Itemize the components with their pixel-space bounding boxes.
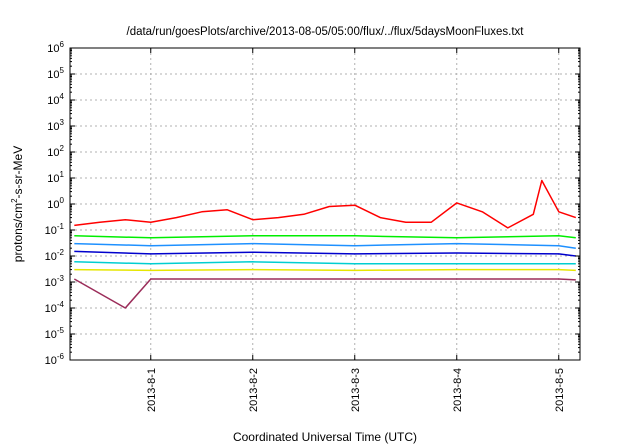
y-ticks: 10-610-510-410-310-210-11001011021031041…	[45, 40, 580, 367]
grid	[70, 48, 580, 360]
chart-title: /data/run/goesPlots/archive/2013-08-05/0…	[127, 26, 525, 38]
y-tick-exponent: 4	[60, 92, 65, 101]
y-tick-exponent: 1	[60, 170, 65, 179]
y-tick-exponent: 5	[60, 66, 65, 75]
y-tick-label: 10-1	[45, 222, 65, 237]
y-axis-label: protons/cm2-s-sr-MeV	[10, 146, 25, 262]
x-tick-label: 2013-8-2	[248, 368, 260, 412]
y-tick-label: 105	[47, 66, 64, 81]
series-line-4	[74, 261, 576, 265]
y-tick-base: 10	[47, 69, 59, 81]
y-tick-exponent: -4	[57, 300, 65, 309]
y-tick-base: 10	[47, 43, 59, 55]
series-line-2	[74, 242, 576, 249]
y-tick-base: 10	[47, 95, 59, 107]
y-tick-base: 10	[47, 147, 59, 159]
y-tick-label: 103	[47, 118, 64, 133]
y-tick-label: 10-5	[45, 326, 65, 341]
y-tick-base: 10	[45, 355, 57, 367]
y-tick-label: 102	[47, 144, 64, 159]
y-tick-exponent: -6	[57, 352, 65, 361]
y-tick-label: 106	[47, 40, 64, 55]
series-layer	[73, 179, 577, 309]
x-tick-label: 2013-8-5	[554, 368, 566, 412]
y-tick-exponent: -1	[57, 222, 65, 231]
y-tick-exponent: -3	[57, 274, 65, 283]
y-axis-label-suffix: -s-sr-MeV	[11, 146, 25, 199]
y-tick-exponent: 0	[60, 196, 65, 205]
y-tick-label: 101	[47, 170, 64, 185]
y-tick-label: 10-4	[45, 300, 65, 315]
y-tick-exponent: -5	[57, 326, 65, 335]
y-axis-label-prefix: protons/cm	[11, 203, 25, 262]
x-tick-label: 2013-8-1	[146, 368, 158, 412]
y-tick-exponent: 6	[60, 40, 65, 49]
y-tick-label: 10-3	[45, 274, 65, 289]
y-tick-base: 10	[45, 251, 57, 263]
y-tick-label: 100	[47, 196, 64, 211]
x-tick-label: 2013-8-4	[452, 368, 464, 412]
y-tick-base: 10	[47, 173, 59, 185]
y-tick-base: 10	[45, 329, 57, 341]
y-tick-base: 10	[45, 277, 57, 289]
x-ticks: 2013-8-1 2013-8-2 2013-8-3 2013-8-4 2013-8-5	[146, 48, 566, 412]
y-tick-base: 10	[47, 199, 59, 211]
y-axis-label-sup: 2	[10, 198, 19, 203]
y-tick-exponent: -2	[57, 248, 65, 257]
y-tick-label: 10-6	[45, 352, 65, 367]
series-line-1	[74, 235, 576, 239]
y-tick-exponent: 3	[60, 118, 65, 127]
y-tick-label: 104	[47, 92, 64, 107]
x-tick-label: 2013-8-3	[350, 368, 362, 412]
series-line-3	[74, 250, 576, 257]
x-axis-label: Coordinated Universal Time (UTC)	[233, 430, 417, 444]
series-line-6	[73, 278, 576, 309]
y-tick-base: 10	[45, 225, 57, 237]
y-tick-base: 10	[47, 121, 59, 133]
series-line-0	[74, 179, 577, 229]
y-tick-base: 10	[45, 303, 57, 315]
y-tick-label: 10-2	[45, 248, 65, 263]
y-tick-exponent: 2	[60, 144, 65, 153]
series-line-5	[74, 268, 576, 272]
